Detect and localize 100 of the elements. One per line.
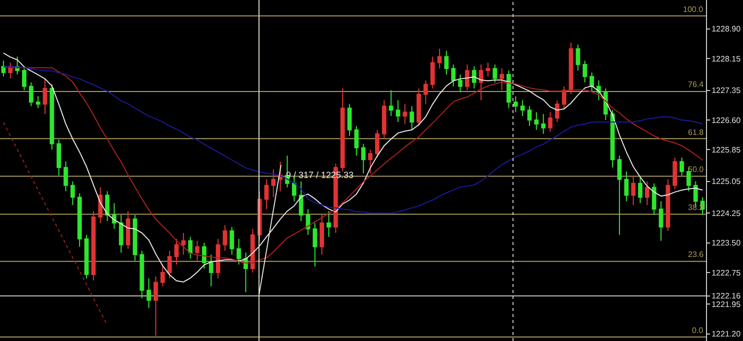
annotation: 0.0: [692, 326, 704, 335]
candlestick: [91, 210, 96, 281]
candlestick: [644, 180, 650, 206]
candlestick: [541, 114, 546, 134]
candlestick: [271, 169, 276, 198]
candlestick: [202, 242, 206, 270]
candlestick: [658, 200, 664, 242]
candlestick: [472, 66, 476, 89]
y-tick-label: 1226.60: [712, 116, 742, 125]
candlestick: [118, 214, 124, 254]
candlestick: [28, 82, 34, 107]
candlestick: [562, 86, 566, 109]
candlestick: [188, 236, 193, 260]
y-tick-label: 1228.15: [712, 54, 742, 64]
candlestick: [264, 178, 269, 210]
candlestick: [375, 129, 380, 158]
candlestick: [534, 112, 539, 130]
candlestick: [506, 70, 511, 109]
candlestick: [320, 214, 324, 256]
candlestick: [70, 180, 75, 206]
candlestick: [50, 84, 54, 150]
annotation: 100.0: [683, 5, 704, 14]
y-tick-label: 1225.05: [712, 177, 742, 186]
y-tick-label: 1228.90: [712, 24, 742, 34]
candlestick: [64, 161, 68, 192]
candlestick: [312, 222, 318, 268]
candlestick: [84, 234, 89, 279]
candlestick: [458, 74, 462, 93]
candlestick: [396, 100, 400, 122]
candlestick: [195, 240, 200, 262]
candlestick: [36, 96, 40, 109]
candlestick: [244, 252, 248, 293]
candlestick: [576, 44, 580, 71]
line-series: [2, 66, 704, 214]
candlestick: [554, 100, 560, 122]
candlestick: [236, 238, 241, 266]
candlestick: [610, 110, 615, 168]
y-tick-label: 1224.25: [712, 208, 742, 218]
candlestick: [548, 112, 552, 132]
y-tick-label: 1225.85: [712, 146, 742, 155]
candlestick: [1, 60, 6, 77]
candlestick: [77, 192, 82, 248]
y-tick-label: 1222.75: [712, 268, 742, 278]
candlestick: [56, 139, 62, 176]
candlestick: [140, 250, 144, 299]
candlestick: [486, 62, 490, 77]
y-tick-label: 1221.95: [712, 300, 742, 309]
candlestick: [500, 68, 504, 91]
candlestick: [298, 180, 304, 222]
candlestick: [105, 190, 110, 222]
candlestick: [160, 264, 165, 287]
annotation: 23.6: [688, 250, 704, 259]
candlestick: [167, 250, 172, 279]
candlestick: [154, 276, 158, 336]
candlestick: [354, 125, 359, 156]
candlestick: [306, 208, 310, 236]
candlestick: [492, 64, 498, 83]
candlestick: [98, 186, 103, 224]
candlestick: [624, 170, 629, 202]
candlestick: [388, 90, 394, 117]
candlestick: [520, 100, 525, 117]
candlestick: [368, 149, 372, 174]
y-tick-label: 1223.50: [712, 238, 742, 248]
candlestick: [402, 104, 408, 124]
y-tick-label: 1221.20: [712, 330, 742, 339]
candlestick: [631, 174, 636, 206]
candlestick: [444, 50, 449, 75]
line-series: [2, 122, 108, 326]
candlestick: [416, 88, 421, 126]
candlestick: [222, 224, 228, 252]
candlestick: [590, 72, 594, 93]
candlestick: [230, 226, 234, 256]
candlestick: [680, 157, 684, 176]
candlestick: [208, 254, 214, 287]
candlestick: [513, 96, 518, 113]
candlestick: [132, 214, 138, 262]
candlestick: [596, 80, 601, 101]
candlestick: [347, 104, 352, 136]
candlestick: [568, 42, 574, 95]
candlestick: [382, 100, 386, 138]
candlestick: [112, 202, 116, 230]
candlestick: [672, 157, 678, 190]
candlestick: [465, 64, 470, 91]
candlestick: [340, 88, 345, 172]
annotation: 61.8: [688, 128, 704, 137]
candlestick: [410, 106, 414, 130]
candlestick: [326, 210, 331, 238]
candlestick: [285, 155, 290, 188]
candlestick: [437, 48, 442, 70]
candlestick: [638, 176, 642, 204]
candlestick: [527, 106, 532, 126]
candlestick: [423, 80, 428, 105]
candlestick: [666, 178, 670, 232]
candlestick: [174, 238, 179, 266]
y-tick-label: 1227.35: [712, 86, 742, 96]
candlestick: [582, 60, 588, 83]
candlestick: [603, 88, 608, 120]
annotation: 76.4: [688, 80, 704, 89]
candlestick: [250, 228, 255, 273]
candlestick: [146, 278, 152, 309]
